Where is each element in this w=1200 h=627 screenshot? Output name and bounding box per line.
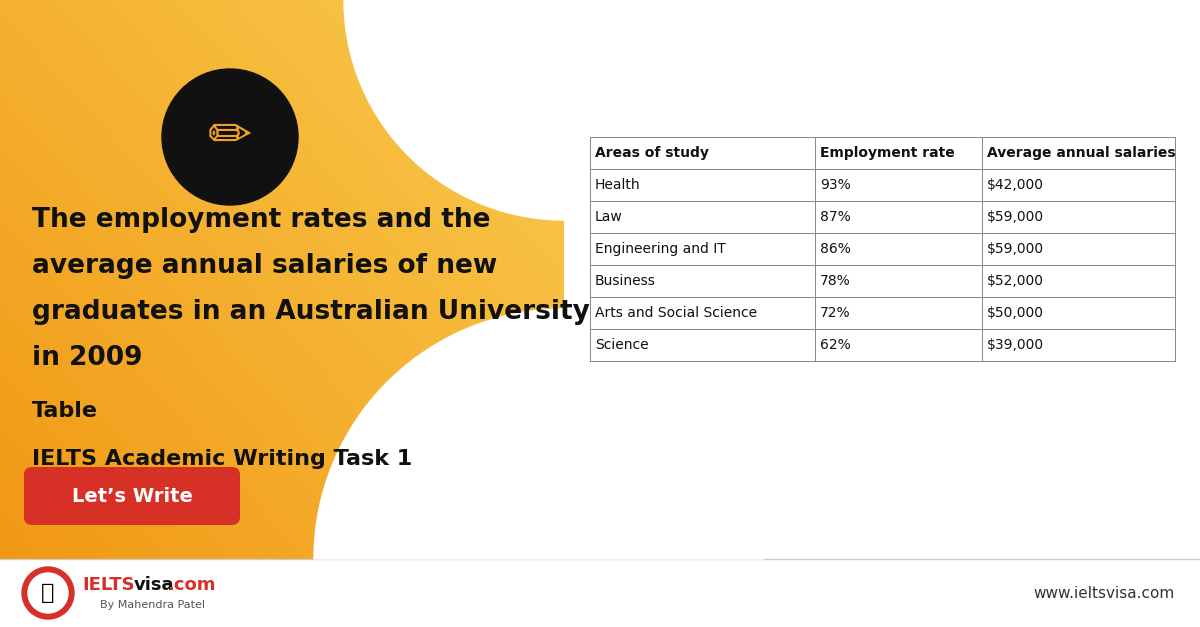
Text: 🎓: 🎓 xyxy=(41,583,55,603)
Text: visa: visa xyxy=(134,576,174,594)
Text: .com: .com xyxy=(167,576,216,594)
Text: graduates in an Australian University: graduates in an Australian University xyxy=(32,299,590,325)
Polygon shape xyxy=(314,309,764,559)
Text: $39,000: $39,000 xyxy=(986,338,1044,352)
Circle shape xyxy=(28,573,68,613)
Circle shape xyxy=(162,69,298,205)
Text: 78%: 78% xyxy=(821,274,851,288)
Text: 72%: 72% xyxy=(821,306,851,320)
Text: By Mahendra Patel: By Mahendra Patel xyxy=(100,600,205,610)
Text: Average annual salaries: Average annual salaries xyxy=(986,146,1176,160)
Text: Areas of study: Areas of study xyxy=(595,146,709,160)
Text: $59,000: $59,000 xyxy=(986,210,1044,224)
Text: $59,000: $59,000 xyxy=(986,242,1044,256)
Text: $50,000: $50,000 xyxy=(986,306,1044,320)
Text: IELTS: IELTS xyxy=(82,576,134,594)
Text: The employment rates and the: The employment rates and the xyxy=(32,207,491,233)
Text: 87%: 87% xyxy=(821,210,851,224)
Text: $42,000: $42,000 xyxy=(986,178,1044,192)
Text: ✏: ✏ xyxy=(208,111,252,163)
Polygon shape xyxy=(344,0,764,220)
Text: 62%: 62% xyxy=(821,338,851,352)
Text: Business: Business xyxy=(595,274,656,288)
Bar xyxy=(564,0,1200,627)
Text: average annual salaries of new: average annual salaries of new xyxy=(32,253,497,279)
Text: IELTS Academic Writing Task 1: IELTS Academic Writing Task 1 xyxy=(32,449,413,469)
Text: Law: Law xyxy=(595,210,623,224)
Text: in 2009: in 2009 xyxy=(32,345,143,371)
Text: $52,000: $52,000 xyxy=(986,274,1044,288)
Text: Science: Science xyxy=(595,338,649,352)
Text: Employment rate: Employment rate xyxy=(821,146,955,160)
Text: www.ieltsvisa.com: www.ieltsvisa.com xyxy=(1033,586,1175,601)
Bar xyxy=(0,559,1200,627)
Text: Engineering and IT: Engineering and IT xyxy=(595,242,726,256)
Text: Arts and Social Science: Arts and Social Science xyxy=(595,306,757,320)
Text: 86%: 86% xyxy=(821,242,851,256)
Circle shape xyxy=(22,567,74,619)
FancyBboxPatch shape xyxy=(24,467,240,525)
Text: Table: Table xyxy=(32,401,98,421)
Text: Let’s Write: Let’s Write xyxy=(72,487,192,505)
Text: 93%: 93% xyxy=(821,178,851,192)
Text: Health: Health xyxy=(595,178,641,192)
